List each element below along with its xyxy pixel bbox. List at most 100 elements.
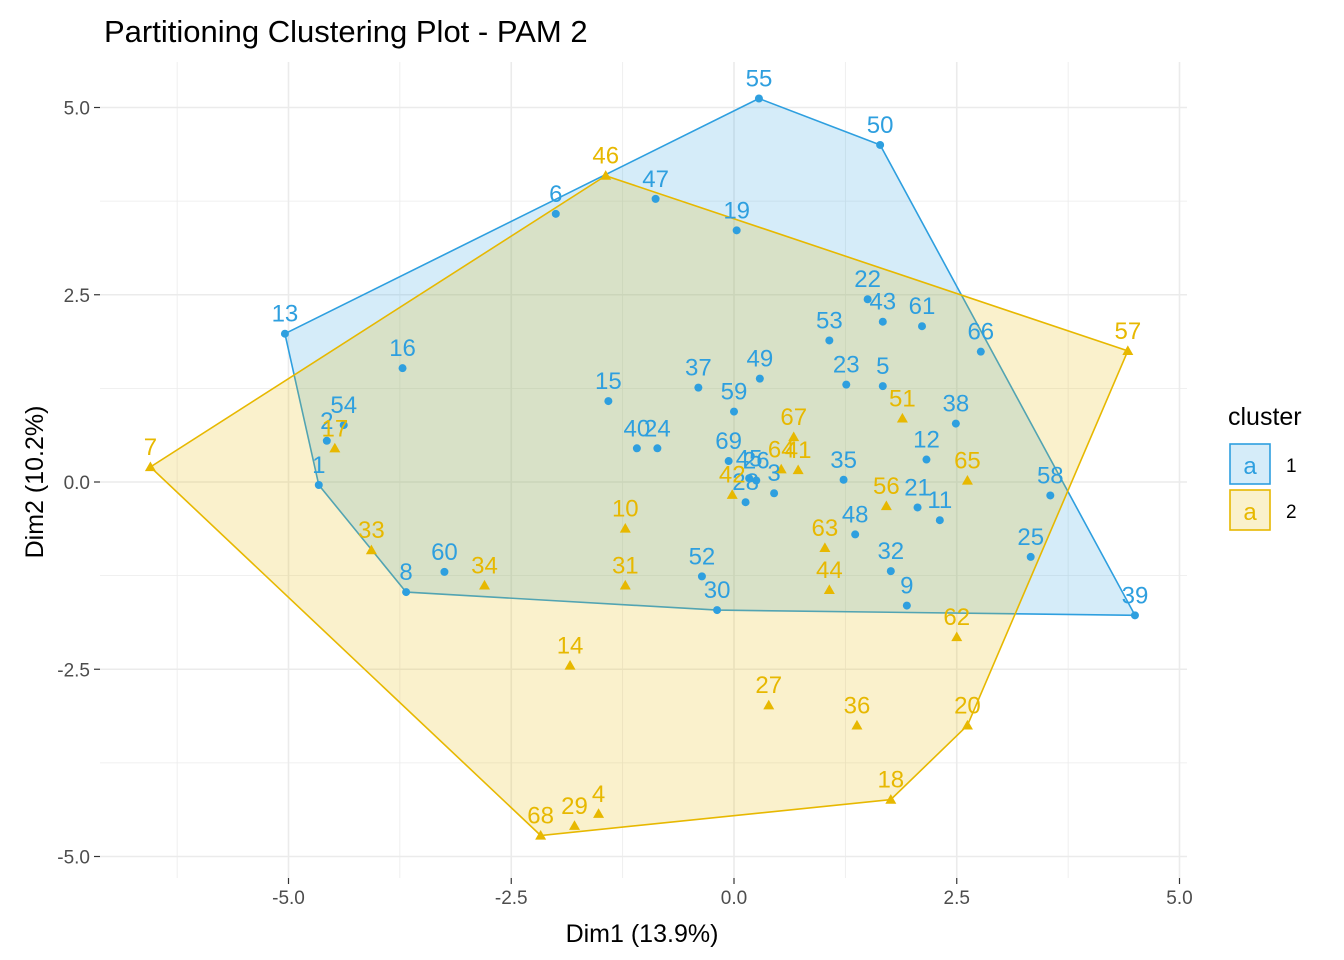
chart-title: Partitioning Clustering Plot - PAM 2 bbox=[104, 14, 588, 49]
point-label-25: 25 bbox=[1017, 524, 1044, 551]
point-4 bbox=[593, 808, 605, 818]
point-31 bbox=[619, 579, 631, 590]
point-3 bbox=[770, 489, 779, 498]
point-label-20: 20 bbox=[954, 692, 981, 719]
point-label-51: 51 bbox=[889, 385, 916, 412]
point-label-6: 6 bbox=[549, 181, 562, 208]
point-26 bbox=[752, 476, 761, 485]
point-label-67: 67 bbox=[780, 404, 807, 431]
point-67 bbox=[788, 431, 800, 442]
point-60 bbox=[440, 567, 449, 576]
point-label-44: 44 bbox=[816, 557, 843, 584]
point-label-9: 9 bbox=[900, 573, 913, 600]
legend: cluster a 1 a 2 bbox=[1228, 403, 1302, 531]
point-label-41: 41 bbox=[785, 437, 812, 464]
point-58 bbox=[1046, 491, 1055, 500]
point-53 bbox=[825, 336, 834, 345]
x-axis-ticks: -5.0 -2.5 0.0 2.5 5.0 bbox=[272, 878, 1193, 909]
x-tick-label: -5.0 bbox=[272, 888, 305, 909]
point-16 bbox=[398, 364, 407, 373]
point-37 bbox=[694, 383, 703, 392]
point-22 bbox=[863, 295, 872, 304]
point-25 bbox=[1026, 552, 1035, 561]
point-label-8: 8 bbox=[399, 559, 412, 586]
point-51 bbox=[896, 412, 908, 423]
point-13 bbox=[280, 329, 289, 338]
point-11 bbox=[935, 516, 944, 525]
point-42 bbox=[726, 489, 738, 499]
point-43 bbox=[878, 317, 887, 326]
point-label-11: 11 bbox=[927, 487, 952, 514]
point-61 bbox=[918, 322, 927, 331]
point-label-60: 60 bbox=[431, 539, 458, 566]
point-17 bbox=[329, 442, 341, 453]
point-44 bbox=[823, 584, 835, 594]
data-points bbox=[144, 94, 1139, 840]
point-label-12: 12 bbox=[913, 427, 940, 454]
point-54 bbox=[339, 421, 348, 430]
point-label-68: 68 bbox=[527, 803, 554, 830]
point-6 bbox=[551, 209, 560, 218]
point-label-58: 58 bbox=[1037, 462, 1064, 489]
point-30 bbox=[713, 606, 722, 615]
point-label-47: 47 bbox=[642, 166, 669, 193]
legend-title: cluster bbox=[1228, 403, 1302, 431]
point-label-39: 39 bbox=[1122, 582, 1149, 609]
x-axis-title: Dim1 (13.9%) bbox=[566, 920, 719, 948]
point-label-14: 14 bbox=[557, 633, 584, 660]
point-label-48: 48 bbox=[842, 501, 869, 528]
legend-key-1 bbox=[1229, 443, 1271, 485]
point-15 bbox=[604, 397, 613, 406]
legend-key-2 bbox=[1229, 489, 1271, 531]
y-tick-label: -5.0 bbox=[57, 848, 90, 869]
point-label-29: 29 bbox=[561, 793, 588, 820]
point-48 bbox=[851, 530, 860, 539]
x-tick-label: 5.0 bbox=[1166, 888, 1192, 909]
point-46 bbox=[600, 170, 612, 180]
point-label-62: 62 bbox=[943, 604, 970, 631]
point-label-17: 17 bbox=[321, 415, 348, 442]
point-19 bbox=[732, 226, 741, 235]
point-label-2: 2 bbox=[320, 408, 333, 435]
point-27 bbox=[763, 699, 775, 710]
point-label-19: 19 bbox=[723, 197, 750, 224]
point-label-64: 64 bbox=[768, 436, 795, 463]
point-label-49: 49 bbox=[746, 346, 773, 373]
point-label-18: 18 bbox=[877, 767, 904, 794]
cluster-hull-1 bbox=[283, 97, 1137, 617]
point-label-43: 43 bbox=[869, 289, 896, 316]
point-59 bbox=[730, 407, 738, 416]
point-label-5: 5 bbox=[876, 353, 889, 380]
point-41 bbox=[792, 464, 804, 475]
legend-label-1: 1 bbox=[1286, 456, 1297, 477]
point-label-10: 10 bbox=[612, 495, 639, 522]
point-label-30: 30 bbox=[704, 577, 731, 604]
point-label-34: 34 bbox=[471, 552, 498, 579]
point-34 bbox=[479, 579, 491, 590]
point-label-65: 65 bbox=[954, 448, 981, 475]
point-label-50: 50 bbox=[867, 112, 894, 139]
y-axis-ticks: -5.0 -2.5 0.0 2.5 5.0 bbox=[57, 99, 100, 869]
point-14 bbox=[564, 660, 576, 670]
legend-glyph-2: a bbox=[1243, 499, 1257, 526]
point-label-54: 54 bbox=[330, 392, 357, 419]
x-tick-label: 0.0 bbox=[721, 888, 747, 909]
point-24 bbox=[653, 444, 662, 453]
point-label-7: 7 bbox=[144, 434, 157, 461]
grid-lines bbox=[100, 62, 1187, 878]
point-32 bbox=[886, 567, 895, 576]
point-label-52: 52 bbox=[689, 543, 716, 570]
point-47 bbox=[651, 194, 660, 203]
point-29 bbox=[569, 820, 581, 830]
point-35 bbox=[839, 475, 848, 484]
point-10 bbox=[619, 522, 631, 533]
point-65 bbox=[961, 475, 973, 485]
point-62 bbox=[951, 631, 963, 642]
point-12 bbox=[922, 455, 931, 464]
point-18 bbox=[885, 794, 897, 804]
point-label-40: 40 bbox=[624, 415, 651, 442]
point-label-61: 61 bbox=[909, 293, 936, 320]
point-label-35: 35 bbox=[830, 447, 857, 474]
